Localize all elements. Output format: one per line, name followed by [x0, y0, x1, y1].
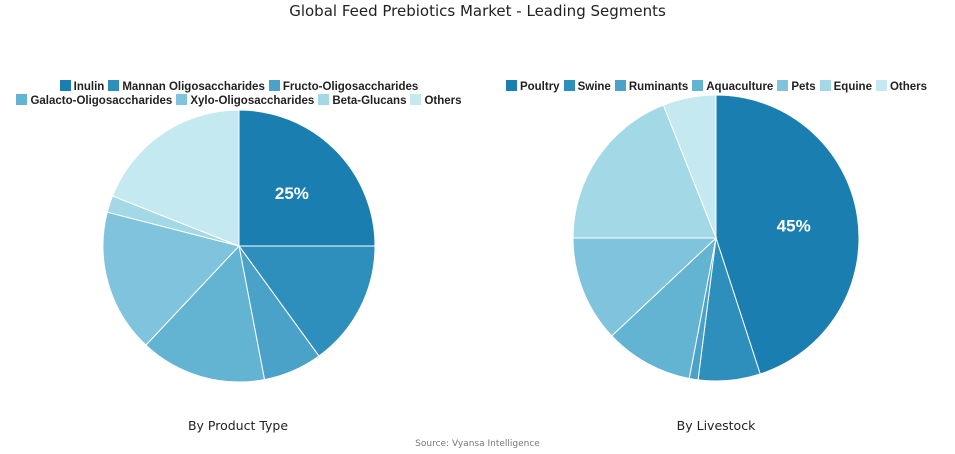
legend-label: Others	[424, 95, 462, 107]
legend-label: Aquaculture	[706, 81, 774, 93]
legend-item-ruminants: Ruminants	[614, 80, 689, 94]
source-note: Source: Vyansa Intelligence	[415, 439, 540, 449]
pie-slice-pets	[572, 237, 718, 337]
legend-swatch	[777, 80, 789, 91]
legend-label: Poultry	[519, 81, 560, 93]
legend-label: Others	[889, 81, 928, 93]
pie-slice-others	[662, 94, 717, 239]
legend-item-poultry: Poultry	[505, 80, 560, 94]
legend-swatch	[505, 80, 517, 91]
legend-swatch	[614, 80, 626, 91]
pie-slice-inulin	[238, 109, 376, 247]
legend-item-xylo-oligosaccharides: Xylo-Oligosaccharides	[176, 94, 314, 108]
legend-label: Pets	[791, 81, 816, 93]
pie-slice-galacto-oligosaccharides	[145, 244, 266, 383]
legend-label: Beta-Glucans	[332, 95, 407, 107]
legend-swatch	[59, 80, 71, 91]
legend-item-equine: Equine	[819, 80, 872, 94]
legend-swatch	[875, 80, 887, 91]
legend-item-others: Others	[410, 94, 462, 108]
pie-slice-mannan-oligosaccharides	[238, 245, 376, 357]
legend-item-aquaculture: Aquaculture	[692, 80, 773, 94]
pie-slice-xylo-oligosaccharides	[102, 211, 240, 346]
legend-item-mannan-oligosaccharides: Mannan Oligosaccharides	[108, 80, 265, 94]
pie-slice-poultry	[715, 94, 860, 375]
legend-label: Mannan Oligosaccharides	[122, 81, 265, 93]
chart-title-livestock: By Livestock	[676, 418, 756, 433]
legend-item-galacto-oligosaccharides: Galacto-Oligosaccharides	[16, 94, 172, 108]
legend-swatch	[410, 94, 422, 105]
legend-label: Equine	[833, 81, 872, 93]
legend-swatch	[176, 94, 188, 105]
legend-swatch	[318, 94, 330, 105]
pie-slice-aquaculture	[611, 236, 717, 380]
legend-swatch	[819, 80, 831, 91]
chart-title-product-type: By Product Type	[187, 418, 289, 433]
legend-item-fructo-oligosaccharides: Fructo-Oligosaccharides	[268, 80, 419, 94]
data-label-poultry: 45%	[777, 217, 811, 236]
legend-swatch	[268, 80, 280, 91]
legend-swatch	[108, 80, 120, 91]
legend-label: Inulin	[73, 81, 105, 93]
legend-label: Galacto-Oligosaccharides	[30, 95, 173, 107]
legend-swatch	[16, 94, 28, 105]
legend-label: Fructo-Oligosaccharides	[282, 81, 419, 93]
legend-label: Swine	[577, 81, 611, 93]
legend-item-others: Others	[875, 80, 928, 94]
legend-label: Ruminants	[628, 81, 689, 93]
pie-slice-equine	[572, 104, 717, 239]
legend-item-swine: Swine	[563, 80, 611, 94]
legend-item-pets: Pets	[777, 80, 816, 94]
legend-product-type: Inulin Mannan Oligosaccharides Fructo-Olig…	[0, 80, 478, 108]
data-label-inulin: 25%	[275, 184, 309, 203]
legend-swatch	[563, 80, 575, 91]
legend-item-beta-glucans: Beta-Glucans	[318, 94, 406, 108]
legend-label: Xylo-Oligosaccharides	[190, 95, 315, 107]
legend-livestock: Poultry Swine Ruminants Aquaculture Pets Equi…	[478, 80, 955, 94]
page-title: Global Feed Prebiotics Market - Leading …	[289, 2, 666, 20]
pie-slice-others	[111, 109, 240, 247]
legend-swatch	[692, 80, 704, 91]
legend-item-inulin: Inulin	[59, 80, 105, 94]
